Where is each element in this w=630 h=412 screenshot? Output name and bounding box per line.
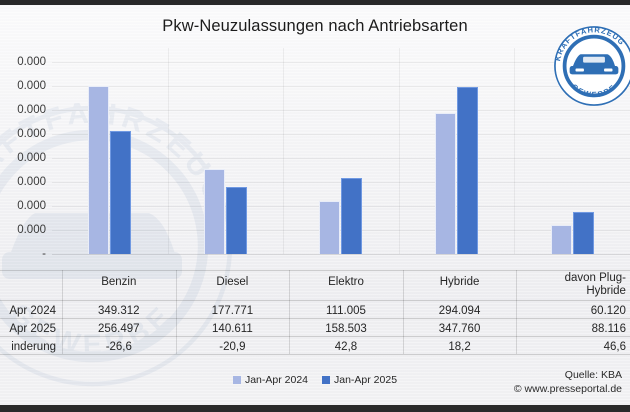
legend-item[interactable]: Jan-Apr 2025 [322, 374, 397, 386]
bar-series-container [52, 48, 630, 270]
bar-group [168, 48, 284, 254]
y-axis-tick-label: 0.000 [17, 56, 46, 68]
table-column-separator [289, 270, 291, 354]
y-axis-tick-label: 0.000 [17, 176, 46, 188]
bar [457, 87, 479, 254]
table-cell: -20,9 [219, 340, 246, 353]
table-header-cell: Elektro [328, 276, 364, 288]
y-axis-tick-label: 0.000 [17, 200, 46, 212]
copyright-text: © www.presseportal.de [513, 383, 622, 395]
category-separator [514, 48, 516, 254]
gridline [52, 158, 630, 159]
bar [88, 86, 110, 254]
table-cell: 256.497 [98, 322, 140, 335]
table-cell: 347.760 [438, 322, 481, 335]
legend-swatch [322, 376, 330, 384]
gridline [52, 182, 630, 183]
table-row: inderung -26,6 -20,9 42,8 18,2 46,6 [0, 338, 630, 356]
bar [110, 130, 132, 254]
gridline [52, 134, 630, 135]
table-column-separator [402, 270, 404, 354]
table-header-cell: davon Plug- Hybride [516, 272, 630, 298]
table-cell: 140.611 [212, 322, 253, 335]
table-header-row: Benzin Diesel Elektro Hybride davon Plug- Hyb… [0, 272, 630, 300]
y-axis-tick-label: - [42, 248, 46, 260]
table-cell: -26,6 [105, 340, 132, 353]
table-cell: 158.503 [325, 322, 367, 335]
bar [435, 112, 457, 254]
table-cell: 18,2 [448, 340, 471, 353]
bar-group [514, 48, 630, 254]
kba-logo: KRAFTFAHRZEUG GEWERBE [553, 25, 630, 107]
table-header-cell: Benzin [101, 276, 137, 288]
legend-label: Jan-Apr 2025 [334, 374, 398, 386]
bar [225, 186, 247, 254]
category-separator [283, 48, 285, 254]
table-column-separator [516, 270, 518, 354]
y-axis-tick-label: 0.000 [17, 128, 46, 140]
bottom-border-bar [0, 405, 630, 412]
gridline [52, 62, 630, 63]
y-axis-tick-label: 0.000 [17, 224, 46, 236]
table-cell: 294.094 [438, 304, 481, 317]
chart-title: Pkw-Neuzulassungen nach Antriebsarten [162, 17, 468, 35]
table-cell: 88.116 [591, 322, 626, 335]
x-axis-line [52, 254, 630, 255]
gridline [52, 230, 630, 231]
category-separator [167, 48, 169, 254]
bar-group [283, 48, 399, 254]
table-row-label: Apr 2024 [9, 304, 56, 317]
table-header-cell: Diesel [216, 276, 249, 288]
data-table: Benzin Diesel Elektro Hybride davon Plug- Hyb… [0, 270, 630, 366]
bar [203, 168, 225, 254]
table-cell: 177.771 [211, 304, 254, 317]
gridline [52, 110, 630, 111]
top-border-bar [0, 0, 630, 5]
bar [550, 225, 572, 254]
plot-area: 0.000 0.000 0.000 0.000 0.000 0.000 0.000 0.000… [0, 48, 630, 270]
table-header-cell: Hybride [439, 276, 480, 288]
y-axis-tick-label: 0.000 [17, 104, 46, 116]
table-row: Apr 2024 349.312 177.771 111.005 294.094 60.1… [0, 302, 630, 320]
source-text: Quelle: KBA [564, 369, 622, 381]
legend-swatch [232, 376, 241, 384]
bar [319, 200, 341, 254]
legend-item[interactable]: Jan-Apr 2024 [232, 374, 308, 386]
bar [572, 211, 594, 254]
table-row-label: Apr 2025 [9, 322, 56, 335]
table-cell: 111.005 [326, 304, 366, 317]
bar [341, 177, 363, 254]
y-axis-tick-label: 0.000 [17, 152, 46, 164]
table-cell: 42,8 [334, 340, 358, 353]
table-row: Apr 2025 256.497 140.611 158.503 347.760 88.1… [0, 320, 630, 338]
table-header-cell-line2: Hybride [586, 284, 626, 297]
y-axis-labels: 0.000 0.000 0.000 0.000 0.000 0.000 0.000 0.000… [0, 48, 50, 270]
table-cell: 349.312 [98, 304, 140, 317]
bar-group [399, 48, 515, 254]
legend-label: Jan-Apr 2024 [244, 374, 308, 386]
table-cell: 46,6 [603, 340, 626, 353]
category-separator [398, 48, 400, 254]
table-header-cell-line1: davon Plug- [564, 272, 626, 284]
y-axis-tick-label: 0.000 [17, 80, 46, 92]
bar-group [52, 48, 168, 254]
table-cell: 60.120 [590, 304, 626, 317]
gridline [52, 86, 630, 87]
table-column-separator [175, 270, 177, 354]
gridline [52, 206, 630, 207]
source-block: Quelle: KBA © www.presseportal.de [514, 369, 622, 395]
table-row-label: inderung [11, 340, 56, 353]
table-column-separator [62, 270, 63, 354]
chart-legend: Jan-Apr 2024 Jan-Apr 2025 [0, 371, 630, 389]
